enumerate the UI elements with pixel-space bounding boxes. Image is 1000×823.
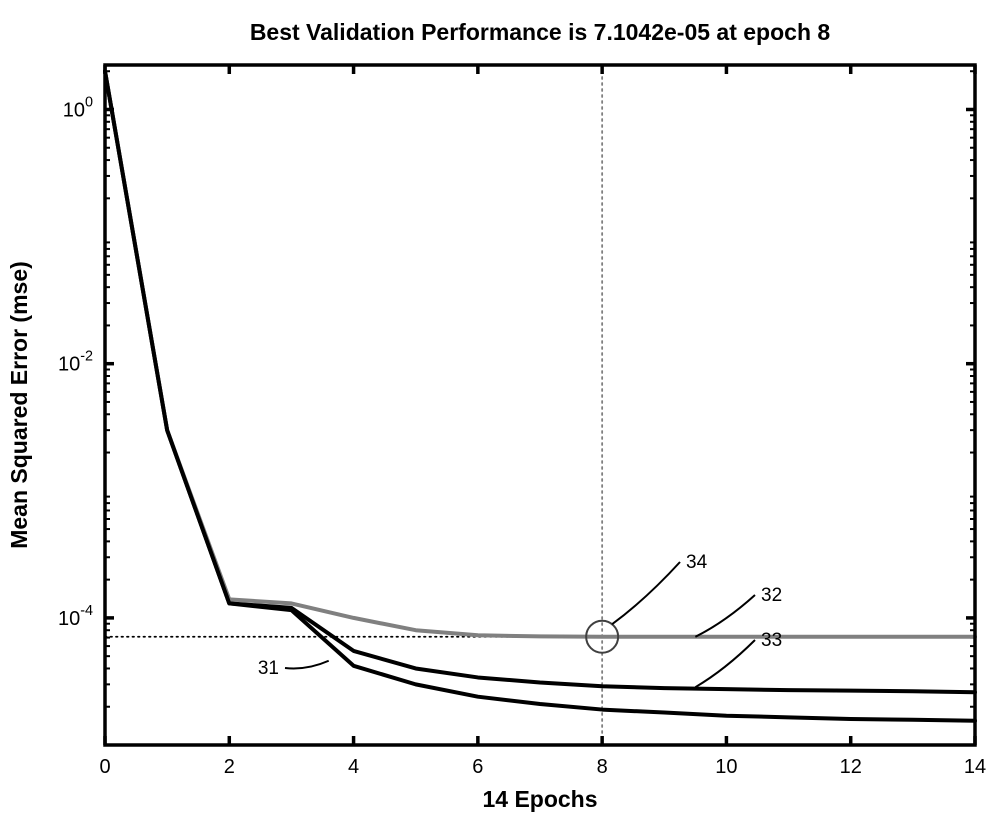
chart-title: Best Validation Performance is 7.1042e-0… <box>250 19 831 45</box>
x-tick-label: 8 <box>597 756 608 778</box>
x-tick-label: 10 <box>715 756 737 778</box>
callout-33: 33 <box>761 630 782 651</box>
callout-34: 34 <box>686 552 708 573</box>
x-tick-label: 12 <box>840 756 862 778</box>
x-tick-label: 4 <box>348 756 359 778</box>
x-axis-label: 14 Epochs <box>482 786 597 812</box>
y-axis-label: Mean Squared Error (mse) <box>6 261 32 549</box>
plot-area <box>105 65 975 745</box>
x-tick-label: 2 <box>224 756 235 778</box>
x-tick-label: 0 <box>99 756 110 778</box>
y-tick-label: 10-2 <box>58 349 93 376</box>
y-tick-label: 10-4 <box>58 603 93 630</box>
callout-31: 31 <box>258 658 279 679</box>
performance-chart: 0 2 4 6 8 10 12 14 10-4 10-2 100 31 32 33 34 Best Va… <box>0 0 1000 823</box>
x-tick-label: 14 <box>964 756 986 778</box>
x-tick-label: 6 <box>472 756 483 778</box>
y-tick-label: 100 <box>63 94 93 121</box>
callout-32: 32 <box>761 585 782 606</box>
